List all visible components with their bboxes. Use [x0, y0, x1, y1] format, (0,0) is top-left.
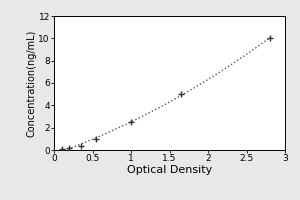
- Y-axis label: Concentration(ng/mL): Concentration(ng/mL): [27, 29, 37, 137]
- X-axis label: Optical Density: Optical Density: [127, 165, 212, 175]
